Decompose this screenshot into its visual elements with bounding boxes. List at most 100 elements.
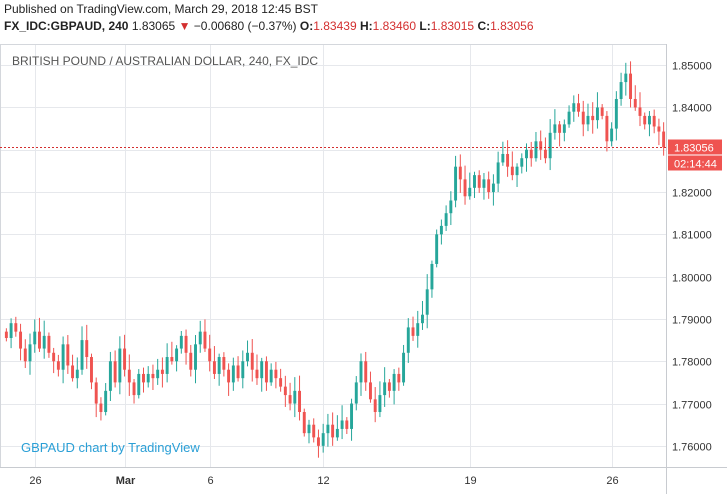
candle-body [520, 158, 524, 167]
candle-body [137, 373, 141, 396]
low-value: 1.83015 [430, 19, 475, 33]
candle-body [118, 348, 122, 383]
candle-body [643, 115, 647, 125]
candle-body [421, 314, 424, 324]
candle-body [610, 128, 614, 142]
candle-body [614, 98, 618, 129]
candle-body [283, 386, 287, 396]
candle-body [463, 179, 467, 197]
candle-body [312, 424, 316, 438]
candle-body [90, 357, 93, 383]
price-tick-label: 1.79000 [672, 315, 712, 327]
low-label: L: [419, 19, 431, 33]
candle-body [581, 111, 585, 125]
candle-body [373, 399, 377, 413]
price-axis[interactable]: 1.76000 1.77000 1.78000 1.79000 1.80000 1.810… [672, 61, 712, 454]
candle-body [28, 344, 32, 362]
candle-body [170, 357, 174, 362]
candle-body [477, 175, 481, 188]
candle-body [600, 107, 604, 116]
candle-body [619, 82, 623, 99]
time-axis[interactable]: 26 Mar 6 12 19 26 [29, 475, 618, 487]
candle-body [316, 437, 320, 446]
candle-body [534, 141, 538, 159]
candle-body [548, 132, 552, 159]
candle-body [449, 200, 453, 214]
candle-body [264, 361, 268, 383]
candle-body [217, 357, 221, 374]
close-label: C: [477, 19, 491, 33]
close-value: 1.83056 [490, 19, 534, 33]
candle-body [279, 378, 283, 387]
candle-body [56, 361, 60, 370]
price-tick-label: 1.78000 [672, 357, 712, 369]
countdown-box [668, 155, 722, 171]
candle-body [80, 340, 84, 370]
candle-body [321, 433, 325, 446]
candle-body [482, 179, 486, 188]
price-tick-label: 1.84000 [672, 103, 712, 115]
candle-body [4, 331, 8, 338]
chart-title: BRITISH POUND / AUSTRALIAN DOLLAR, 240, … [12, 54, 318, 68]
time-tick-label: Mar [116, 475, 136, 487]
grid [0, 44, 666, 467]
candle-body [85, 340, 89, 358]
change-arrow-icon: ▼ [178, 19, 191, 33]
price-chart[interactable]: BRITISH POUND / AUSTRALIAN DOLLAR, 240, … [0, 44, 727, 494]
candle-body [416, 323, 420, 336]
candle-body [496, 162, 500, 184]
candle-body [633, 98, 637, 108]
candle-body [368, 382, 372, 400]
candle-body [487, 179, 491, 193]
candle-body [42, 335, 46, 349]
open-value: 1.83439 [313, 19, 357, 33]
candle-body [501, 153, 505, 163]
candle-body [250, 352, 254, 370]
candle-body [378, 395, 382, 413]
candle-body [331, 424, 335, 438]
candle-body [652, 115, 656, 127]
candle-body [52, 352, 56, 362]
candle-body [19, 331, 23, 349]
price-tick-label: 1.81000 [672, 230, 712, 242]
published-note: Published on TradingView.com, March 29, … [4, 2, 318, 16]
candle-body [127, 369, 131, 383]
candle-body [236, 365, 240, 379]
candle-body [37, 331, 41, 349]
candle-body [326, 424, 330, 434]
candle-body [71, 365, 75, 379]
candle-body [529, 149, 533, 159]
candle-body [406, 327, 410, 353]
open-label: O: [299, 19, 314, 33]
candle-body [132, 382, 136, 396]
candle-body [94, 382, 98, 404]
candle-body [595, 107, 599, 121]
candle-body [274, 369, 278, 379]
candle-body [66, 344, 70, 366]
candle-body [510, 166, 514, 176]
candle-body [473, 175, 476, 188]
candle-body [638, 107, 642, 116]
candle-body [402, 352, 406, 383]
candle-body [260, 361, 264, 379]
candle-body [198, 331, 202, 345]
last-price-tag-box [668, 139, 722, 155]
candle-body [506, 153, 510, 167]
candle-body [179, 335, 183, 349]
candle-body [194, 344, 197, 370]
candle-body [543, 149, 547, 159]
candle-body [359, 361, 363, 383]
candle-body [444, 213, 448, 226]
candle-body [387, 382, 391, 391]
candle-body [298, 390, 302, 413]
last-price-tag: 1.83056 02:14:44 [668, 139, 722, 171]
candle-body [212, 361, 216, 374]
time-tick-label: 26 [29, 475, 41, 487]
candles [4, 61, 666, 458]
candle-body [435, 234, 439, 264]
candle-body [184, 335, 188, 353]
price-tick-label: 1.85000 [672, 61, 712, 73]
candle-body [647, 115, 651, 125]
high-label: H: [359, 19, 373, 33]
chart-area[interactable]: BRITISH POUND / AUSTRALIAN DOLLAR, 240, … [0, 44, 727, 494]
